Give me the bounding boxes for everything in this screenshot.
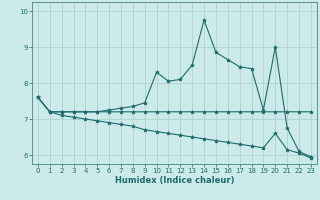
X-axis label: Humidex (Indice chaleur): Humidex (Indice chaleur) <box>115 176 234 185</box>
